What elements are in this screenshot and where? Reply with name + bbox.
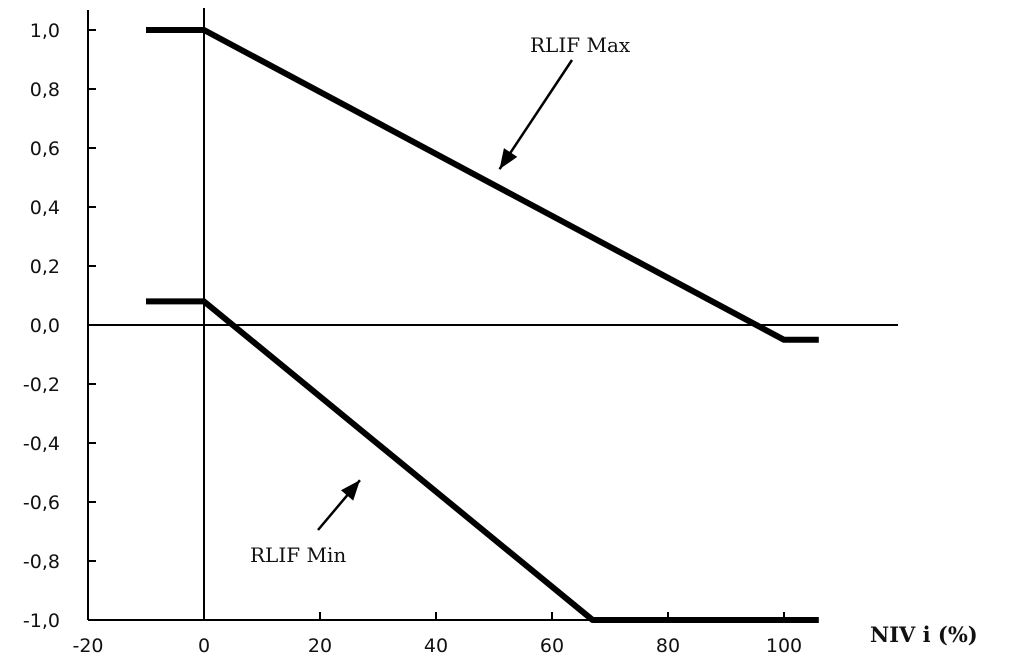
axes xyxy=(88,8,898,620)
y-tick-label: -0,6 xyxy=(23,492,60,514)
rlif-max-line xyxy=(146,30,819,340)
y-tick-label: 1,0 xyxy=(30,20,60,42)
annotations: RLIF Max RLIF Min xyxy=(250,33,631,567)
y-tick-label: -0,8 xyxy=(23,551,60,573)
rlif-min-line xyxy=(146,301,819,620)
y-tick-label: 0,8 xyxy=(30,79,60,101)
y-tick-label: 0,4 xyxy=(30,197,60,219)
y-tick-label: 0,2 xyxy=(30,256,60,278)
y-tick-label: -1,0 xyxy=(23,610,60,632)
y-tick-label: 0,6 xyxy=(30,138,60,160)
rlif-max-arrow-head xyxy=(500,148,518,169)
y-tick-label: 0,0 xyxy=(30,315,60,337)
y-tick-label: -0,2 xyxy=(23,374,60,396)
x-tick-label: 100 xyxy=(766,635,802,657)
x-tick-label: 40 xyxy=(424,635,448,657)
x-tick-label: 60 xyxy=(540,635,564,657)
x-tick-label: 20 xyxy=(308,635,332,657)
rlif-min-label: RLIF Min xyxy=(250,543,346,567)
x-tick-label: -20 xyxy=(72,635,103,657)
y-tick-label: -0,4 xyxy=(23,433,60,455)
y-tick-labels: 1,0 0,8 0,6 0,4 0,2 0,0 -0,2 -0,4 -0,6 -0,8 -1,0 xyxy=(23,20,60,632)
rlif-max-label: RLIF Max xyxy=(530,33,631,57)
x-tick-labels: -20 0 20 40 60 80 100 xyxy=(72,635,802,657)
x-tick-label: 0 xyxy=(198,635,210,657)
x-axis-label: NIV i (%) xyxy=(870,622,978,647)
x-tick-label: 80 xyxy=(656,635,680,657)
